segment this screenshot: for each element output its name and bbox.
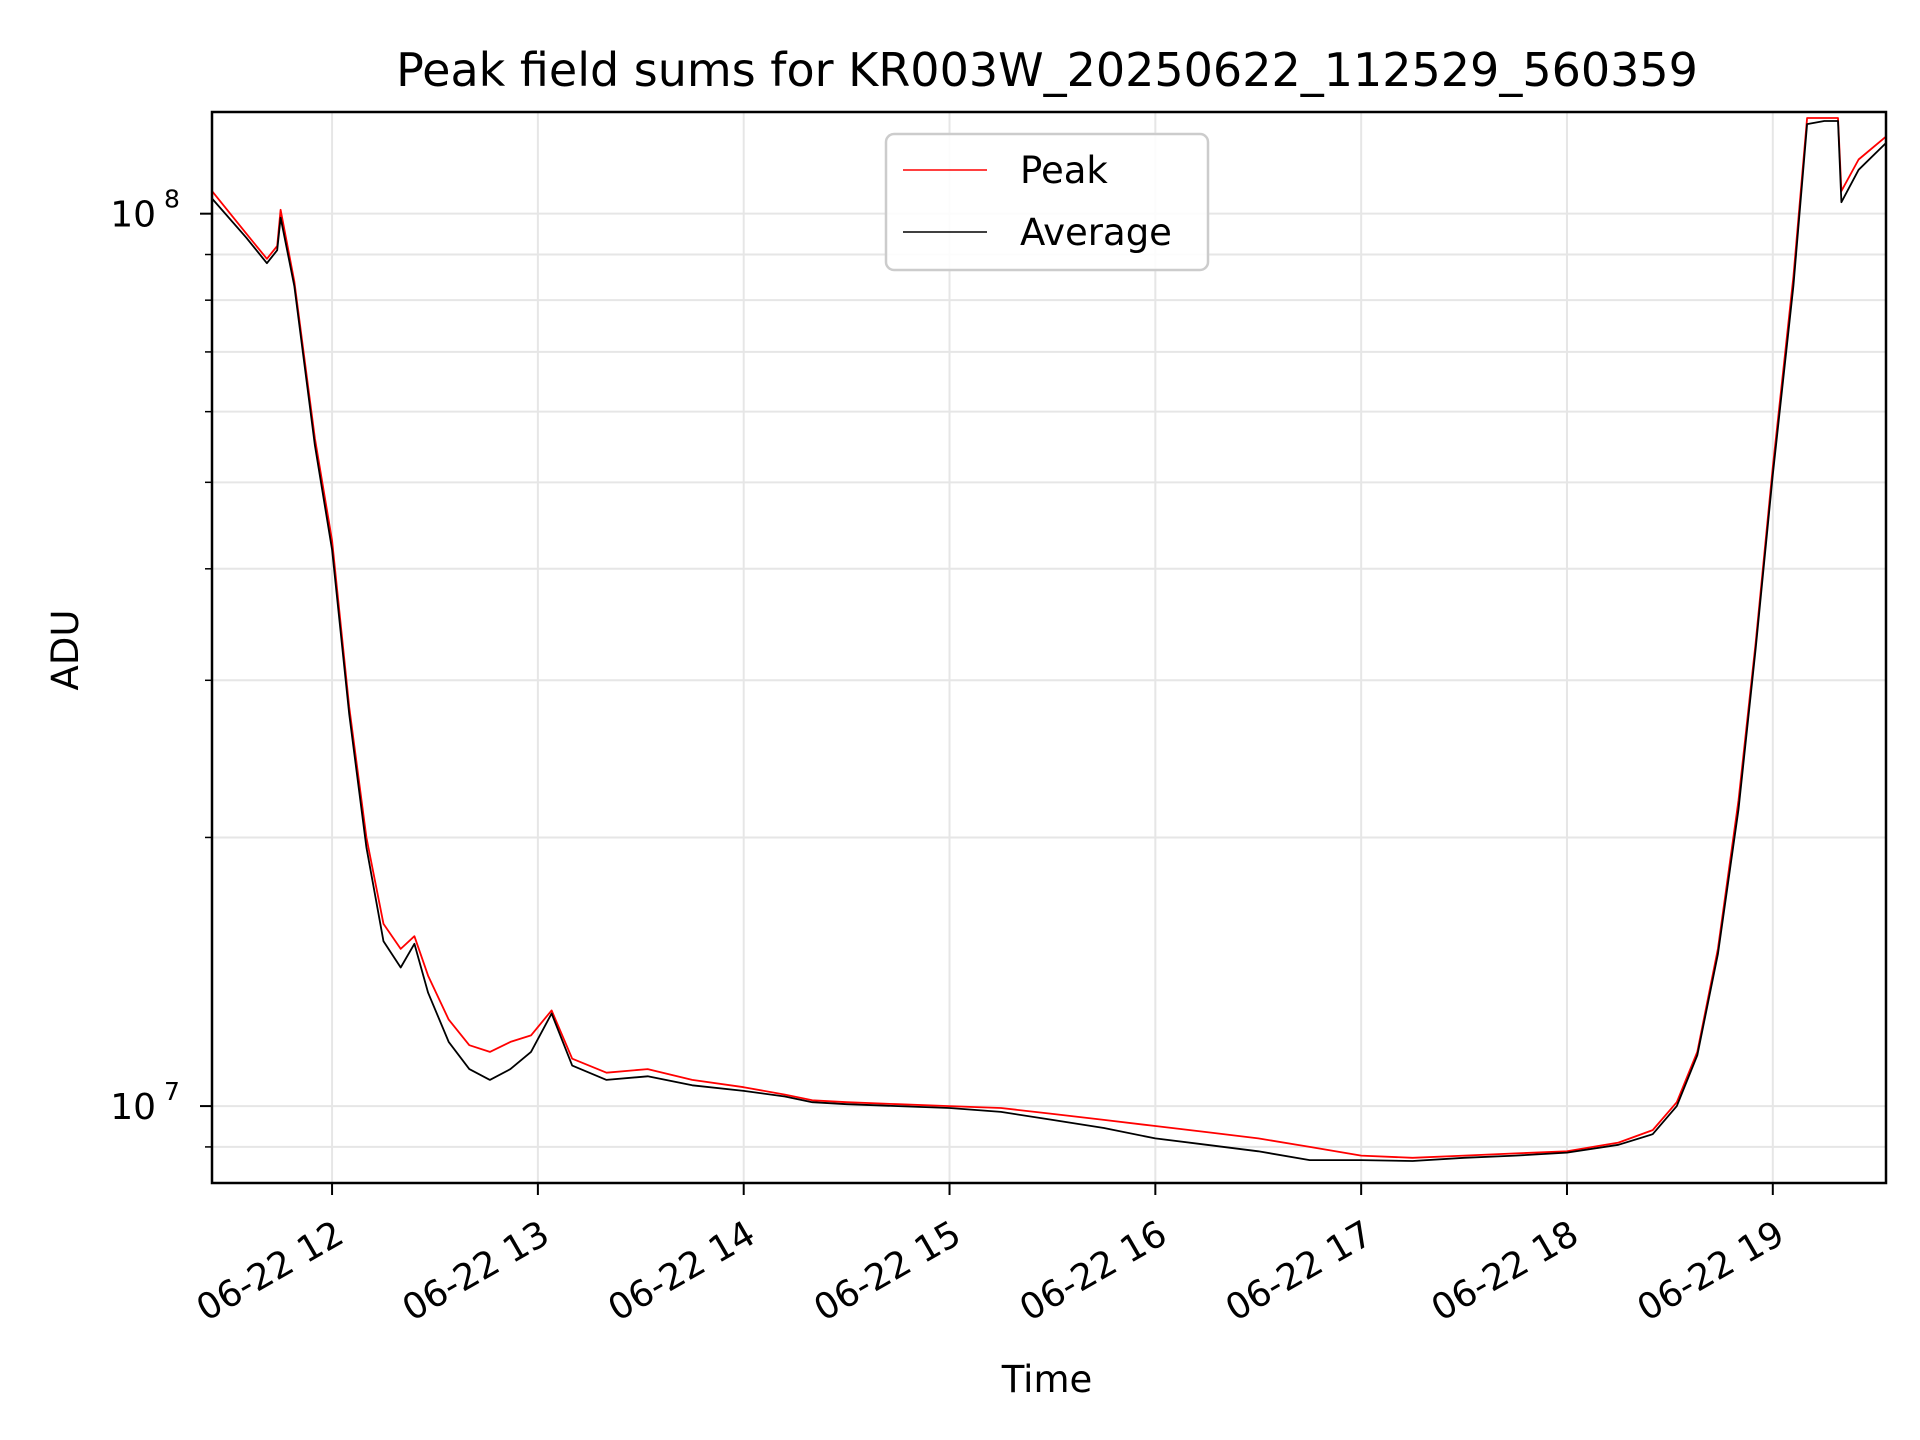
y-tick-label: 10 7	[110, 1077, 180, 1128]
y-ticks: 10 7 10 8	[110, 185, 212, 1148]
y-tick-base: 10	[110, 195, 156, 236]
x-tick-label: 06-22 17	[1219, 1213, 1380, 1329]
legend-label-average: Average	[1020, 211, 1172, 254]
legend-box	[884, 132, 1210, 272]
y-tick-exponent: 8	[164, 185, 180, 214]
legend-label-peak: Peak	[1020, 149, 1108, 192]
x-tick-label: 06-22 19	[1631, 1213, 1792, 1329]
y-axis-label: ADU	[44, 610, 87, 691]
x-tick-label: 06-22 18	[1425, 1213, 1586, 1329]
y-tick-label: 10 8	[110, 185, 180, 236]
axes-frame	[210, 110, 1888, 1185]
x-tick-label: 06-22 14	[602, 1213, 763, 1329]
x-ticks: 06-22 12 06-22 13 06-22 14 06-22 15 06-22 16…	[190, 1183, 1791, 1330]
x-tick-label: 06-22 12	[190, 1213, 351, 1329]
y-tick-exponent: 7	[164, 1077, 180, 1106]
x-tick-label: 06-22 16	[1013, 1213, 1174, 1329]
x-axis-label: Time	[1001, 1358, 1093, 1401]
grid	[212, 112, 1886, 1183]
y-tick-base: 10	[110, 1087, 156, 1128]
x-tick-label: 06-22 13	[396, 1213, 557, 1329]
series-line-peak	[211, 117, 1887, 1159]
chart-title: Peak field sums for KR003W_20250622_1125…	[396, 43, 1698, 97]
x-tick-label: 06-22 15	[807, 1213, 968, 1329]
series-line-average	[211, 120, 1887, 1162]
plot-lines	[211, 117, 1887, 1162]
legend: Peak Average	[884, 132, 1210, 272]
